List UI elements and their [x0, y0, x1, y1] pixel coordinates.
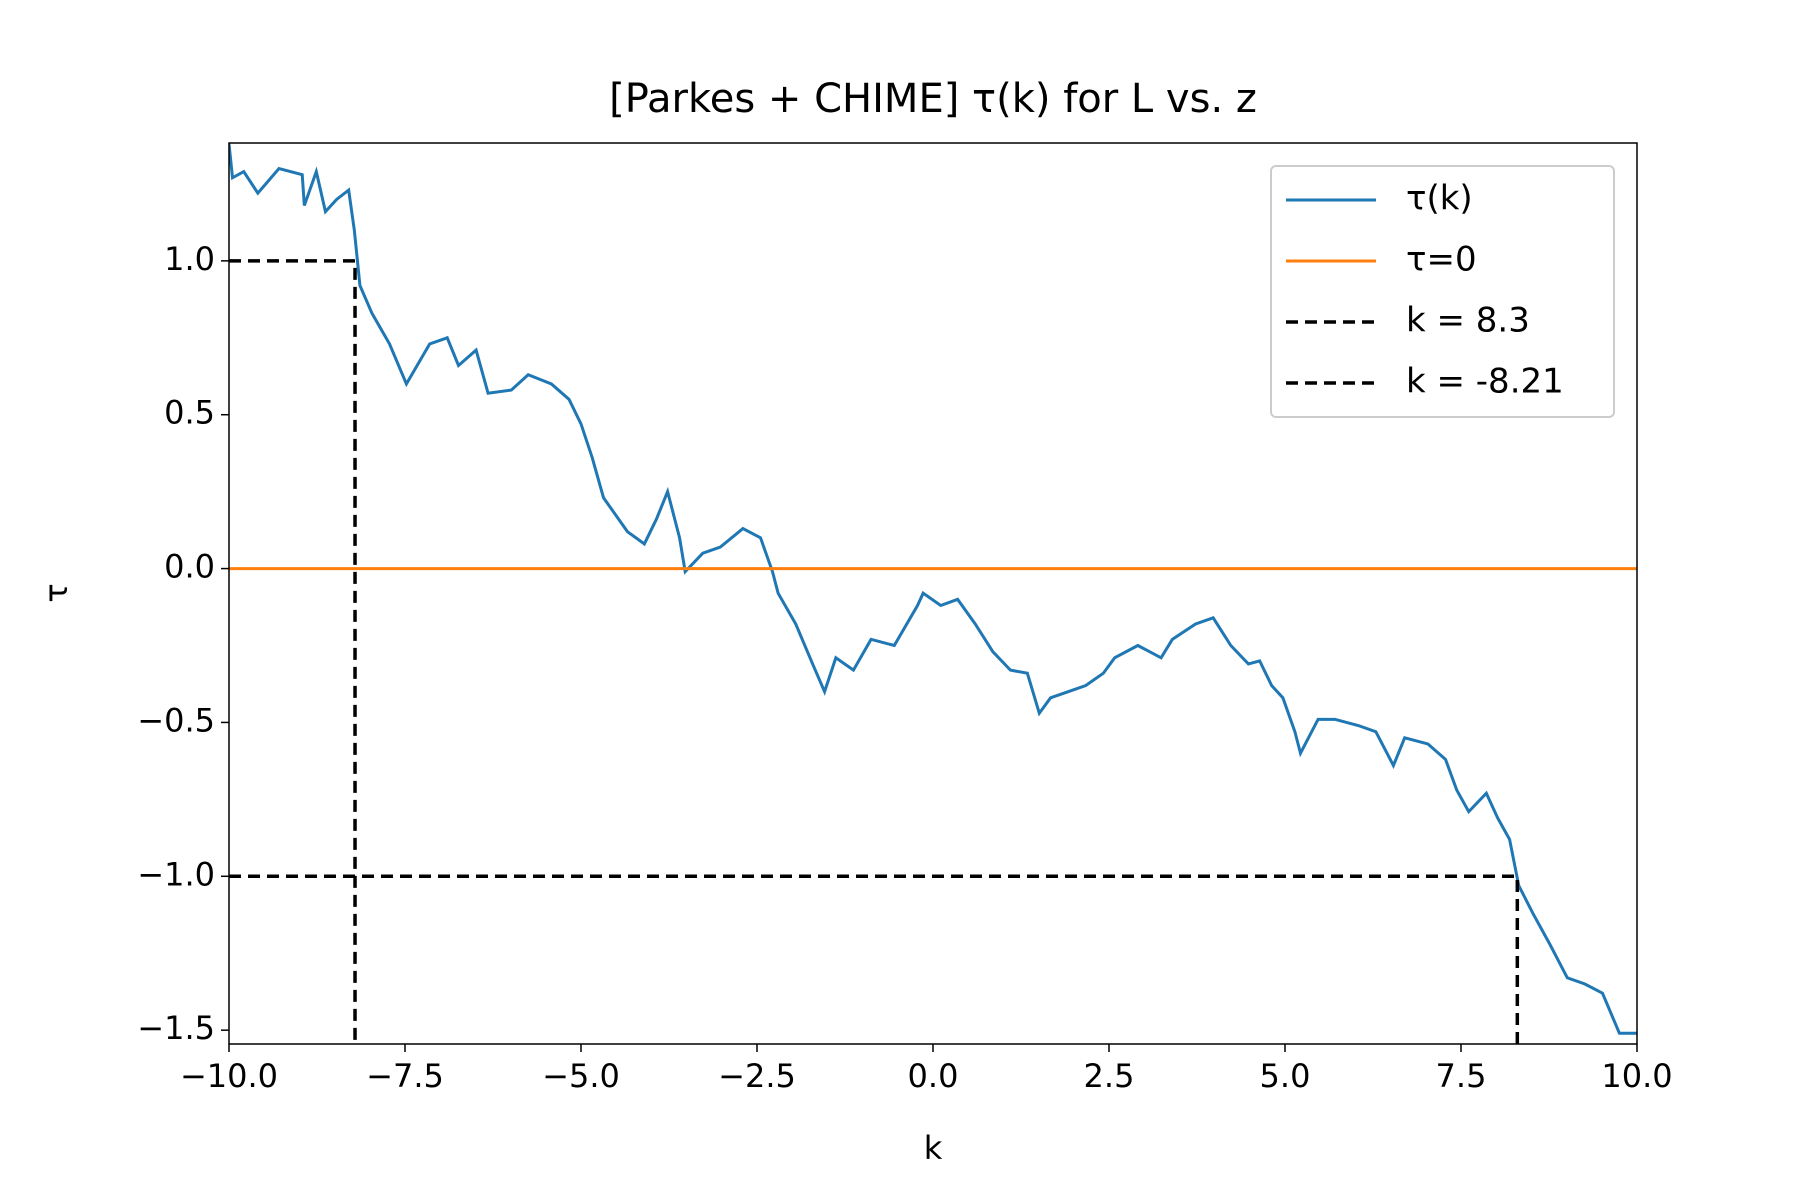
chart-title: [Parkes + CHIME] τ(k) for L vs. z [609, 76, 1257, 122]
y-axis-label: τ [37, 583, 75, 602]
data-line [229, 259, 357, 1044]
x-tick-label: −2.5 [718, 1057, 796, 1095]
x-tick-label: 2.5 [1084, 1057, 1135, 1095]
legend-label: k = 8.3 [1406, 301, 1530, 341]
legend-label: τ(k) [1406, 179, 1473, 219]
y-tick-label: 0.5 [164, 394, 215, 432]
data-line [229, 874, 1520, 1044]
x-tick-label: −7.5 [366, 1057, 444, 1095]
x-tick-label: 7.5 [1436, 1057, 1487, 1095]
legend-box [1270, 165, 1615, 418]
data-line [229, 143, 1637, 1035]
x-tick-label: −10.0 [180, 1057, 278, 1095]
legend-label: k = -8.21 [1406, 362, 1564, 402]
x-tick-label: 10.0 [1601, 1057, 1672, 1095]
y-tick-label: −0.5 [137, 701, 215, 739]
x-tick-label: 5.0 [1260, 1057, 1311, 1095]
y-tick-label: −1.5 [137, 1009, 215, 1047]
x-tick-label: −5.0 [542, 1057, 620, 1095]
legend-label: τ=0 [1406, 240, 1477, 280]
plot-frame [228, 142, 1638, 1045]
y-tick-label: 0.0 [164, 548, 215, 586]
y-tick-label: 1.0 [164, 240, 215, 278]
x-axis-label: k [924, 1129, 943, 1167]
x-tick-label: 0.0 [908, 1057, 959, 1095]
y-tick-label: −1.0 [137, 855, 215, 893]
